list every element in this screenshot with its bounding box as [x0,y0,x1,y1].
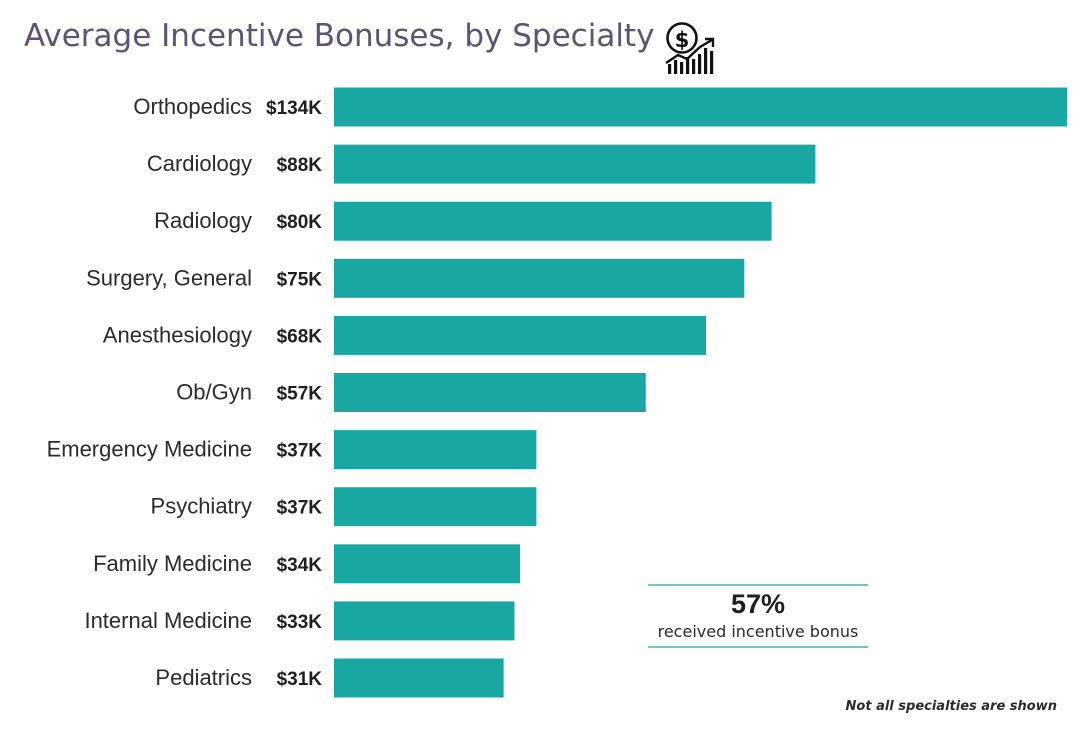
value-label-4: $68K [277,326,323,347]
category-label-6: Emergency Medicine [47,437,252,462]
value-labels: $134K $88K $80K $75K $68K $57K $37K $37K $34K $33… [266,98,322,690]
category-label-3: Surgery, General [86,265,252,290]
bar-10 [334,658,504,698]
callout-text: received incentive bonus [658,622,859,641]
category-label-10: Pediatrics [155,665,252,690]
value-label-10: $31K [277,669,323,690]
bars [334,87,1067,698]
category-label-9: Internal Medicine [84,608,252,633]
callout: 57% received incentive bonus [648,584,868,648]
bar-2 [334,201,772,241]
value-label-2: $80K [277,212,323,233]
dollar-growth-chart-icon: $ [665,22,715,74]
category-label-2: Radiology [154,208,252,233]
value-label-0: $134K [266,98,322,119]
value-label-3: $75K [277,269,323,290]
category-label-5: Ob/Gyn [176,380,252,405]
category-labels: Orthopedics Cardiology Radiology Surgery, G… [47,94,252,690]
value-label-8: $34K [277,555,323,576]
bar-6 [334,430,537,470]
value-label-5: $57K [277,384,323,405]
bar-4 [334,315,706,355]
value-label-1: $88K [277,155,323,176]
bar-8 [334,544,520,584]
category-label-1: Cardiology [147,151,252,176]
chart-title: Average Incentive Bonuses, by Specialty [24,18,654,54]
bar-9 [334,601,515,641]
value-label-7: $37K [277,498,323,519]
bar-1 [334,144,816,184]
category-label-8: Family Medicine [93,551,252,576]
category-label-7: Psychiatry [151,494,252,519]
footnote: Not all specialties are shown [846,699,1057,714]
value-label-9: $33K [277,612,323,633]
svg-text:$: $ [675,28,690,52]
bar-0 [334,87,1067,127]
category-label-4: Anesthesiology [103,322,252,347]
value-label-6: $37K [277,441,323,462]
bar-5 [334,373,646,412]
category-label-0: Orthopedics [133,94,252,119]
bar-7 [334,487,537,527]
bar-3 [334,258,745,298]
callout-value: 57% [731,589,785,619]
